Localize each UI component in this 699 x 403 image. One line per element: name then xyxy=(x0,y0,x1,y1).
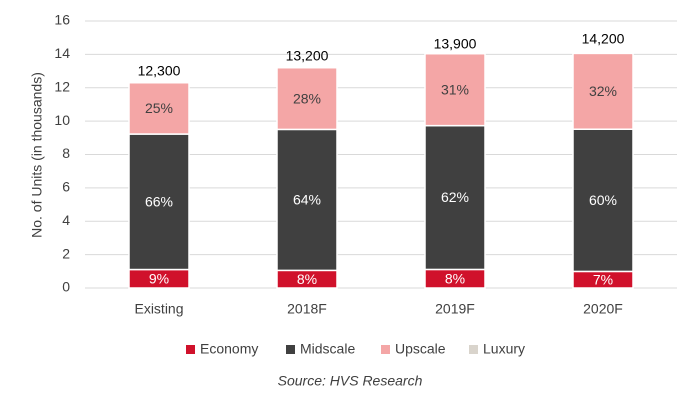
bar-segment xyxy=(424,52,486,127)
segment-label: 7% xyxy=(593,271,613,287)
total-label: 13,200 xyxy=(286,47,329,63)
segment-label: 9% xyxy=(149,270,169,286)
bar-segment xyxy=(424,124,486,271)
x-tick-label: 2020F xyxy=(583,301,623,317)
y-tick-label: 8 xyxy=(62,145,70,161)
y-tick-label: 10 xyxy=(54,112,70,128)
segment-label: 28% xyxy=(293,90,321,106)
y-tick-label: 16 xyxy=(54,12,70,28)
segment-label: 60% xyxy=(589,192,617,208)
legend-swatch xyxy=(286,345,295,354)
bar-segment xyxy=(276,66,338,131)
bar-segment xyxy=(276,128,338,272)
y-tick-label: 2 xyxy=(62,245,70,261)
segment-label: 25% xyxy=(145,100,173,116)
legend-label: Midscale xyxy=(300,341,355,357)
y-axis-label: No. of Units (in thousands) xyxy=(29,72,45,238)
segment-label: 64% xyxy=(293,192,321,208)
segment-label: 32% xyxy=(589,83,617,99)
segment-label: 8% xyxy=(297,271,317,287)
y-tick-label: 0 xyxy=(62,279,70,295)
bar-segment xyxy=(128,133,190,271)
segment-label: 31% xyxy=(441,81,469,97)
y-tick-label: 12 xyxy=(54,78,70,94)
segment-label: 66% xyxy=(145,193,173,209)
legend-label: Luxury xyxy=(483,341,525,357)
source: Source: HVS Research xyxy=(278,373,423,389)
legend-swatch xyxy=(381,345,390,354)
y-tick-label: 14 xyxy=(54,45,70,61)
x-tick-label: Existing xyxy=(134,301,183,317)
segment-label: 62% xyxy=(441,189,469,205)
total-label: 12,300 xyxy=(138,62,181,78)
x-tick-label: 2019F xyxy=(435,301,475,317)
legend-swatch xyxy=(186,345,195,354)
legend-swatch xyxy=(469,345,478,354)
legend-label: Economy xyxy=(200,341,258,357)
segment-label: 8% xyxy=(445,270,465,286)
bar-segment xyxy=(572,52,634,130)
bar-segment xyxy=(128,81,190,135)
y-tick-label: 6 xyxy=(62,179,70,195)
x-tick-label: 2018F xyxy=(287,301,327,317)
total-label: 13,900 xyxy=(434,36,477,52)
total-label: 14,200 xyxy=(582,31,625,47)
bar-segment xyxy=(572,128,634,273)
legend-label: Upscale xyxy=(395,341,446,357)
y-tick-label: 4 xyxy=(62,212,70,228)
